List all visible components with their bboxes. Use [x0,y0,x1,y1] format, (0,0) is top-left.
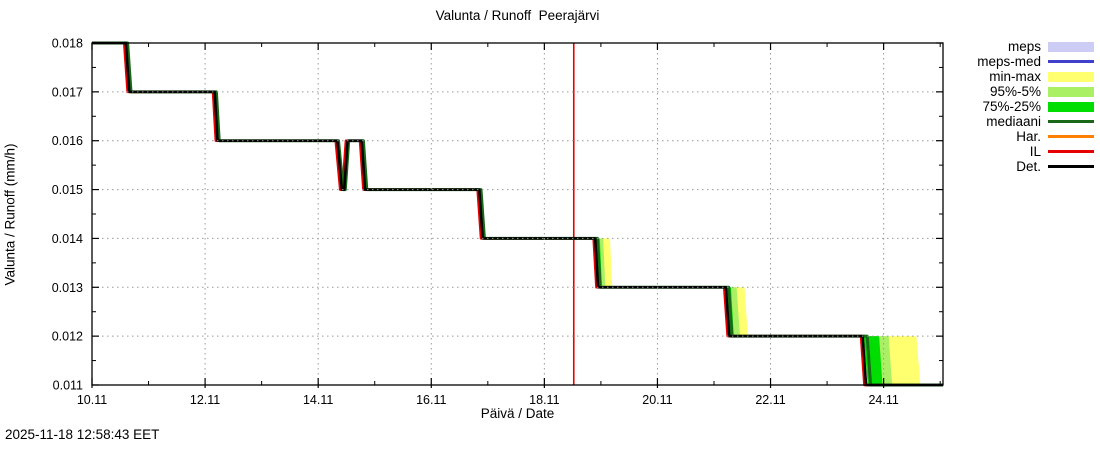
legend-swatch-band [1048,101,1094,112]
x-tick-label: 16.11 [416,393,446,407]
legend-item-det-: Det. [948,159,1094,174]
legend-item-il: IL [948,144,1094,159]
x-axis-title: Päivä / Date [480,406,555,421]
legend-swatch-band [1048,41,1094,52]
x-tick-label: 20.11 [642,393,672,407]
y-tick-label: 0.013 [52,281,83,295]
legend-label: meps [1007,39,1041,54]
legend-label: 75%-25% [982,99,1041,114]
y-tick-label: 0.012 [52,330,83,344]
chart-title: Valunta / Runoff Peerajärvi [435,8,600,23]
legend: meps meps-med min-max 95%-5% 75%-25% mediaani… [948,39,1094,174]
x-tick-label: 14.11 [303,393,333,407]
legend-label: Har. [1016,129,1041,144]
legend-swatch-band [1048,71,1094,82]
legend-item-95-5-: 95%-5% [948,84,1094,99]
legend-swatch-line [1048,165,1094,168]
legend-item-min-max: min-max [948,69,1094,84]
y-tick-label: 0.015 [52,183,83,197]
legend-item-75-25-: 75%-25% [948,99,1094,114]
series-mediaani [92,41,943,387]
y-tick-label: 0.018 [52,37,83,51]
series-har- [92,41,943,387]
legend-swatch-line [1048,135,1094,138]
legend-item-meps: meps [948,39,1094,54]
y-tick-label: 0.017 [52,85,83,99]
y-tick-label: 0.011 [53,379,83,393]
legend-label: mediaani [986,114,1041,129]
legend-item-mediaani: mediaani [948,114,1094,129]
y-tick-label: 0.014 [52,232,83,246]
timestamp: 2025-11-18 12:58:43 EET [5,427,160,442]
legend-swatch-line [1048,150,1094,153]
legend-label: meps-med [977,54,1041,69]
legend-label: IL [1029,144,1041,159]
series-det- [92,41,943,387]
x-tick-label: 24.11 [868,393,898,407]
legend-item-har-: Har. [948,129,1094,144]
x-tick-label: 18.11 [529,393,559,407]
legend-label: min-max [989,69,1041,84]
series-il [92,41,943,387]
legend-item-meps-med: meps-med [948,54,1094,69]
legend-swatch-line [1048,60,1094,63]
plot-border [91,42,944,386]
legend-label: Det. [1016,159,1041,174]
legend-swatch-line [1048,120,1094,123]
x-tick-label: 22.11 [755,393,785,407]
legend-label: 95%-5% [989,84,1041,99]
x-tick-label: 12.11 [190,393,220,407]
x-tick-label: 10.11 [77,393,107,407]
y-tick-label: 0.016 [52,134,83,148]
legend-swatch-band [1048,86,1094,97]
